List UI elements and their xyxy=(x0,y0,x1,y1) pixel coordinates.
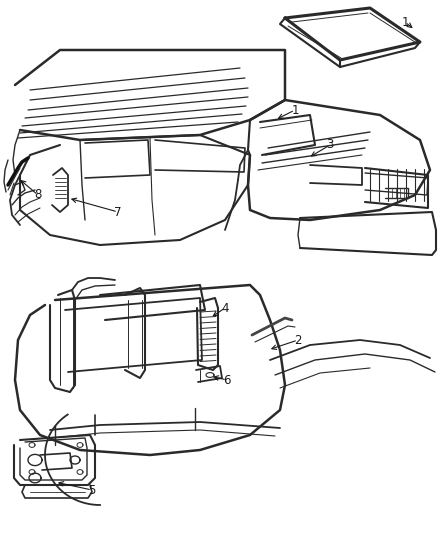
Text: 6: 6 xyxy=(223,374,231,386)
Text: 2: 2 xyxy=(294,334,302,346)
Text: 7: 7 xyxy=(114,206,122,219)
Text: 3: 3 xyxy=(326,139,334,151)
Text: 1: 1 xyxy=(291,103,299,117)
Text: 5: 5 xyxy=(88,483,95,497)
Text: 4: 4 xyxy=(221,302,229,314)
Text: 1: 1 xyxy=(401,15,409,28)
Text: 8: 8 xyxy=(34,189,42,201)
